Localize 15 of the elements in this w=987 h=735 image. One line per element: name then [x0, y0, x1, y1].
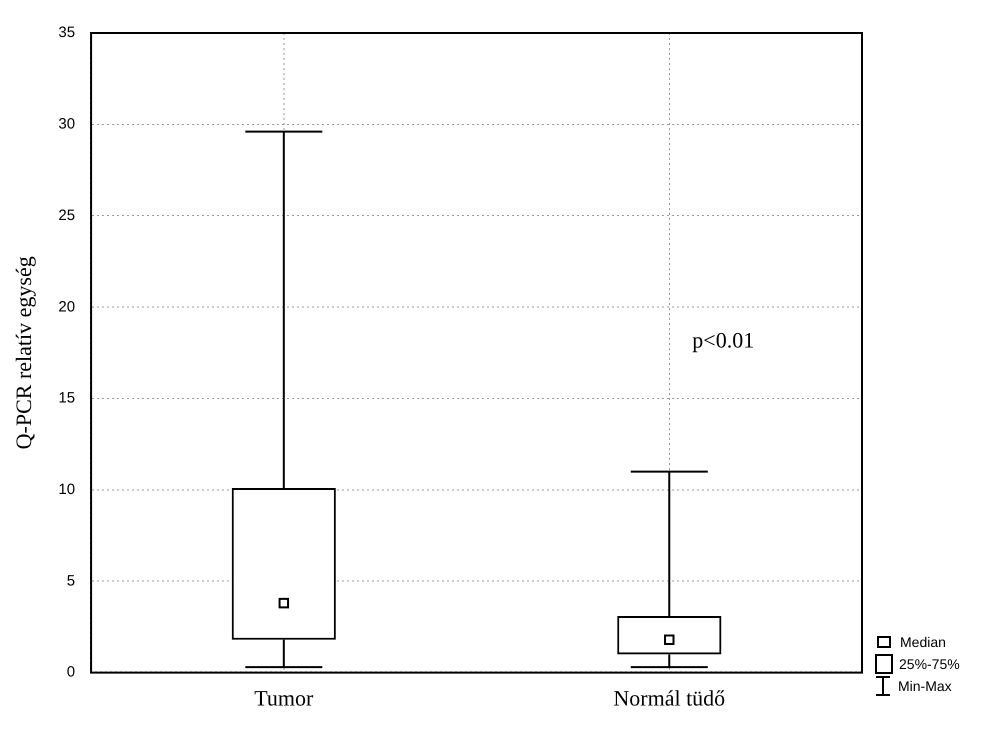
annotation: p<0.01: [692, 327, 754, 352]
y-tick-label: 15: [58, 390, 76, 407]
text: Median: [900, 634, 946, 650]
x-tick-label: Tumor: [254, 686, 314, 711]
y-axis-title: Q-PCR relatív egység: [10, 256, 36, 450]
y-tick-label: 25: [58, 206, 76, 224]
y-tick-label: 5: [66, 572, 76, 590]
y-tick-label: 20: [58, 298, 76, 316]
y-tick-label: 35: [58, 24, 76, 42]
y-tick-label: 10: [58, 481, 76, 498]
x-tick-label: Normál tüdő: [613, 686, 726, 711]
text: Min-Max: [898, 678, 952, 694]
y-tick-label: 0: [66, 664, 76, 681]
text: 25%-75%: [899, 656, 960, 672]
y-tick-label: 30: [58, 116, 76, 133]
